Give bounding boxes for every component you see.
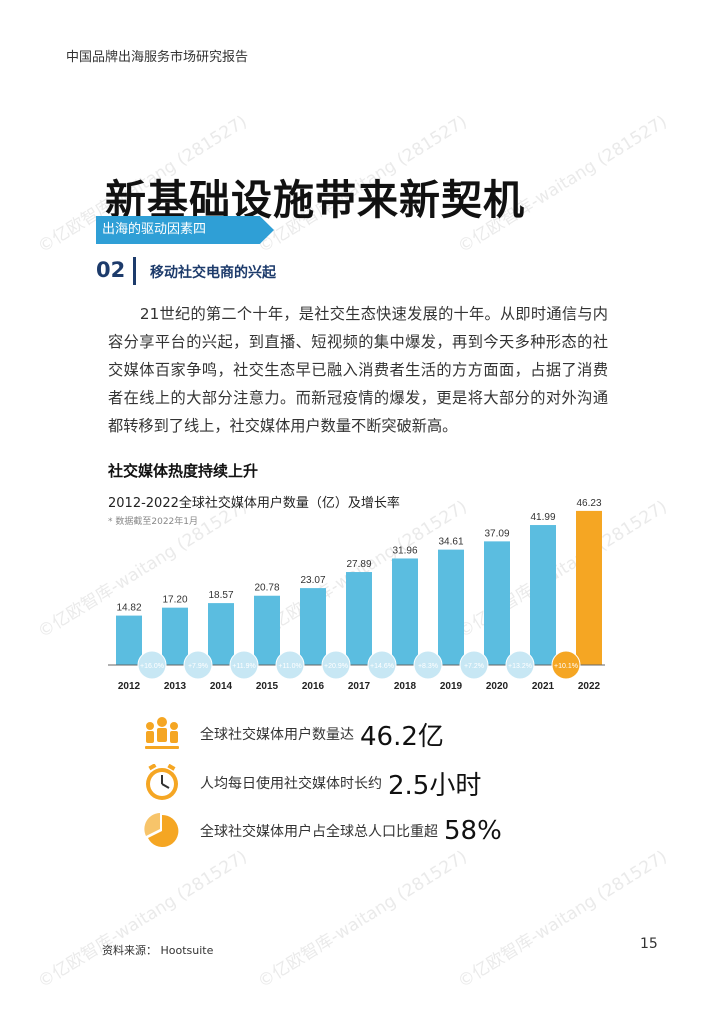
watermark: ©亿欧智库-waitang (281527) — [34, 846, 251, 993]
chart-growth-label: +7.2% — [464, 663, 484, 670]
chart-growth-bubble — [229, 650, 259, 680]
chart-tick-label: 2019 — [440, 681, 463, 692]
chart-growth-label: +8.3% — [418, 663, 438, 670]
watermark: ©亿欧智库-waitang (281527) — [254, 846, 471, 993]
chart-growth-label: +10.1% — [554, 663, 578, 670]
chart-growth-label: +14.6% — [370, 663, 394, 670]
chart-note: * 数据截至2022年1月 — [108, 517, 198, 527]
chart-bar-2021 — [530, 525, 556, 665]
stat-users-label: 全球社交媒体用户数量达 — [200, 727, 354, 743]
chart-bar-2020 — [484, 541, 510, 665]
chart-growth-bubble — [459, 650, 489, 680]
chart-tick-label: 2021 — [532, 681, 555, 692]
chart-bar-2015 — [254, 595, 280, 665]
chart-growth-bubble — [367, 650, 397, 680]
chart-growth-bubble — [137, 650, 167, 680]
chart-value-label: 46.23 — [576, 498, 601, 509]
chart-value-label: 14.82 — [116, 603, 141, 614]
chart-growth-label: +7.9% — [188, 663, 208, 670]
chart-bar-2018 — [392, 558, 418, 665]
clock-icon — [140, 763, 184, 803]
driver-ribbon: 出海的驱动因素四 — [96, 216, 274, 244]
chart-tick-label: 2016 — [302, 681, 325, 692]
chart-bar-2022 — [576, 510, 602, 665]
chart-bar-2016 — [300, 588, 326, 665]
page-number: 15 — [640, 936, 658, 952]
stat-time: 人均每日使用社交媒体时长约 2.5小时 — [140, 763, 481, 803]
chart-growth-label: +16.0% — [140, 663, 164, 670]
chart-bar-2017 — [346, 572, 372, 665]
chart-growth-bubble — [505, 650, 535, 680]
chart-value-label: 27.89 — [346, 559, 371, 570]
chart-value-label: 37.09 — [484, 528, 509, 539]
user-count-bar-chart: 14.82 2012 17.20 2013 18.57 2014 20.78 2015 23.0… — [108, 498, 605, 692]
people-icon — [140, 714, 184, 754]
chart-growth-bubble — [413, 650, 443, 680]
chart-growth-bubble — [275, 650, 305, 680]
chart-bar-2014 — [208, 603, 234, 665]
chart-tick-label: 2022 — [578, 681, 601, 692]
stat-users-value: 46.2亿 — [360, 721, 444, 752]
chart-value-label: 18.57 — [208, 590, 233, 601]
stat-users: 全球社交媒体用户数量达 46.2亿 — [140, 714, 444, 754]
chart-value-label: 41.99 — [530, 512, 555, 523]
section-title: 移动社交电商的兴起 — [150, 265, 276, 281]
chart-growth-bubble — [551, 650, 581, 680]
section-number: 02 — [96, 258, 126, 282]
chart-growth-label: +13.2% — [508, 663, 532, 670]
chart-growth-bubble — [321, 650, 351, 680]
section-divider — [133, 257, 136, 285]
chart-tick-label: 2014 — [210, 681, 233, 692]
stat-share: 全球社交媒体用户占全球总人口比重超 58% — [140, 811, 502, 851]
chart-tick-label: 2015 — [256, 681, 279, 692]
chart-bar-2019 — [438, 549, 464, 665]
chart-value-label: 17.20 — [162, 595, 187, 606]
chart-growth-label: +11.0% — [278, 663, 301, 670]
chart-tick-label: 2012 — [118, 681, 141, 692]
chart-value-label: 20.78 — [254, 583, 279, 594]
report-header: 中国品牌出海服务市场研究报告 — [66, 50, 249, 65]
chart-heading: 社交媒体热度持续上升 — [108, 462, 259, 480]
stat-share-value: 58% — [444, 816, 502, 846]
chart-growth-bubble — [183, 650, 213, 680]
pie-icon — [140, 811, 184, 851]
chart-tick-label: 2018 — [394, 681, 417, 692]
chart-tick-label: 2020 — [486, 681, 509, 692]
body-paragraph: 21世纪的第二个十年，是社交生态快速发展的十年。从即时通信与内容分享平台的兴起，… — [108, 305, 608, 435]
chart-bar-2013 — [162, 607, 188, 665]
chart-tick-label: 2017 — [348, 681, 371, 692]
chart-value-label: 34.61 — [438, 537, 463, 548]
chart-tick-label: 2013 — [164, 681, 187, 692]
chart-value-label: 31.96 — [392, 545, 417, 556]
chart-growth-label: +11.9% — [232, 663, 255, 670]
chart-bar-2012 — [116, 615, 142, 665]
stat-time-value: 2.5小时 — [388, 770, 482, 801]
chart-value-label: 23.07 — [300, 575, 325, 586]
chart-growth-label: +20.9% — [324, 663, 348, 670]
source-note: 资料来源： Hootsuite — [102, 944, 214, 957]
stat-time-label: 人均每日使用社交媒体时长约 — [200, 776, 382, 792]
stat-share-label: 全球社交媒体用户占全球总人口比重超 — [200, 824, 438, 840]
watermark: ©亿欧智库-waitang (281527) — [454, 846, 671, 993]
chart-title: 2012-2022全球社交媒体用户数量（亿）及增长率 — [108, 496, 400, 511]
